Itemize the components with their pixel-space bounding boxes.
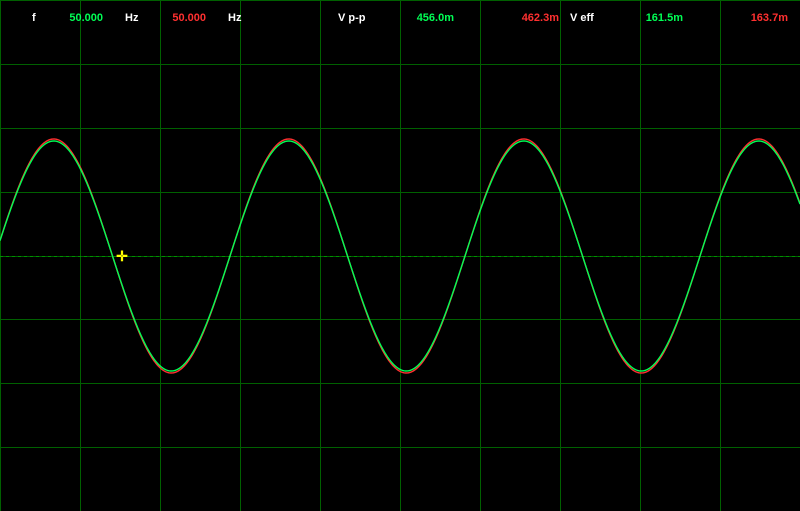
- freq-label: f: [32, 12, 36, 24]
- freq-unit-b: Hz: [228, 12, 241, 24]
- vpp-label: V p-p: [338, 12, 366, 24]
- oscilloscope-display[interactable]: [0, 0, 800, 511]
- veff-label: V eff: [570, 12, 594, 24]
- freq-unit-a: Hz: [125, 12, 138, 24]
- readout-bar: f 50.000 Hz 50.000 Hz V p-p 456.0m 462.3…: [0, 0, 800, 26]
